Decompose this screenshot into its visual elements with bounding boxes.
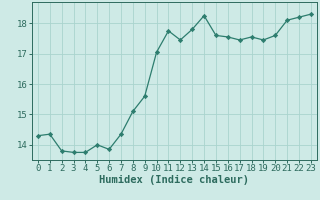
X-axis label: Humidex (Indice chaleur): Humidex (Indice chaleur)	[100, 175, 249, 185]
